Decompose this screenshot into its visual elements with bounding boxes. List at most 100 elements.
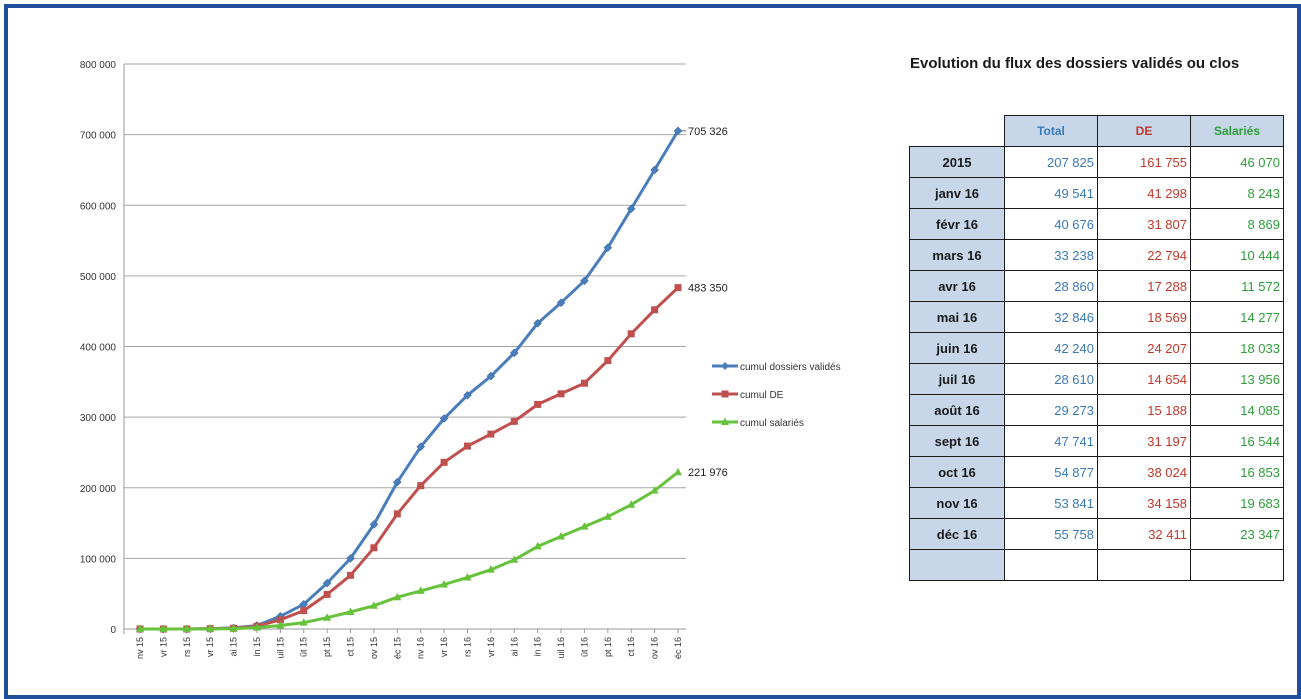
data-point <box>627 500 636 508</box>
y-tick-label: 300 000 <box>80 413 117 424</box>
end-label: 483 350 <box>688 283 728 295</box>
data-point <box>392 477 402 487</box>
cell-de: 15 188 <box>1097 394 1191 426</box>
data-point <box>229 624 238 632</box>
data-point <box>604 357 612 365</box>
cell-salaries: 46 070 <box>1190 146 1284 178</box>
cell-salaries: 8 243 <box>1190 177 1284 209</box>
data-point <box>347 571 355 579</box>
cell-total: 28 860 <box>1004 270 1098 302</box>
x-tick-label: éc 15 <box>392 637 402 659</box>
row-label: oct 16 <box>909 456 1005 488</box>
legend-marker <box>721 362 729 370</box>
x-tick-label: ai 15 <box>229 637 239 657</box>
data-point <box>627 330 635 338</box>
data-point <box>300 607 308 615</box>
x-tick-label: ût 16 <box>579 637 589 657</box>
x-tick-label: vr 16 <box>486 637 496 657</box>
table-header-row: Total DE Salariés <box>909 115 1284 147</box>
cell-total: 40 676 <box>1004 208 1098 240</box>
cell-de: 41 298 <box>1097 177 1191 209</box>
row-label: juil 16 <box>909 363 1005 395</box>
empty-cell <box>909 549 1005 581</box>
cell-salaries: 8 869 <box>1190 208 1284 240</box>
data-point <box>487 430 495 438</box>
line-chart: 0 100 000 200 000 300 000 400 000 500 000 600 … <box>80 60 841 659</box>
table-row: déc 16 55 758 32 411 23 347 <box>909 518 1284 550</box>
data-point <box>580 276 589 286</box>
cell-salaries: 14 277 <box>1190 301 1284 333</box>
data-point <box>509 348 519 358</box>
row-label: sept 16 <box>909 425 1005 457</box>
cell-de: 34 158 <box>1097 487 1191 519</box>
header-total: Total <box>1004 115 1098 147</box>
cell-de: 31 197 <box>1097 425 1191 457</box>
data-point <box>510 417 518 425</box>
legend-label: cumul DE <box>740 390 784 401</box>
table-row: févr 16 40 676 31 807 8 869 <box>909 208 1284 240</box>
data-point <box>534 400 542 408</box>
x-tick-label: éc 16 <box>673 637 683 659</box>
data-point <box>650 486 659 494</box>
legend-label: cumul salariés <box>740 418 804 429</box>
data-point <box>370 544 378 552</box>
series-line-2 <box>140 471 679 631</box>
cell-total: 47 741 <box>1004 425 1098 457</box>
table-corner-cell <box>909 115 1005 147</box>
x-tick-label: pt 15 <box>322 637 332 657</box>
row-label: févr 16 <box>909 208 1005 240</box>
data-point <box>369 601 378 609</box>
data-point <box>299 618 308 626</box>
cell-total: 32 846 <box>1004 301 1098 333</box>
data-point <box>417 482 425 490</box>
data-point <box>557 531 566 540</box>
data-point <box>440 580 449 588</box>
series-line-1 <box>140 286 680 631</box>
table-row: janv 16 49 541 41 298 8 243 <box>909 177 1284 209</box>
data-point <box>393 592 402 601</box>
x-tick-label: uil 15 <box>275 637 285 659</box>
data-point <box>486 565 495 573</box>
y-tick-label: 200 000 <box>80 484 117 495</box>
cell-salaries: 19 683 <box>1190 487 1284 519</box>
data-point <box>463 442 471 450</box>
y-tick-label: 400 000 <box>80 343 117 354</box>
cell-de: 38 024 <box>1097 456 1191 488</box>
data-point <box>556 298 566 308</box>
cell-salaries: 18 033 <box>1190 332 1284 364</box>
x-tick-label: ût 15 <box>299 637 309 657</box>
x-tick-label: rs 16 <box>462 637 472 657</box>
data-point <box>182 624 191 632</box>
cell-total: 33 238 <box>1004 239 1098 271</box>
x-tick-label: ov 15 <box>369 637 379 659</box>
legend-marker <box>721 417 729 425</box>
data-point <box>533 541 542 550</box>
data-point <box>136 624 144 632</box>
cell-total: 29 273 <box>1004 394 1098 426</box>
cell-total: 54 877 <box>1004 456 1098 488</box>
row-label: nov 16 <box>909 487 1005 519</box>
cell-total: 207 825 <box>1004 146 1098 178</box>
table-row: juil 16 28 610 14 654 13 956 <box>909 363 1284 395</box>
cell-salaries: 23 347 <box>1190 518 1284 550</box>
data-point <box>463 390 472 400</box>
x-tick-label: in 15 <box>252 637 262 657</box>
data-point <box>323 590 331 598</box>
table-body: 2015 207 825 161 755 46 070 janv 16 49 541 41 … <box>909 146 1284 581</box>
x-tick-label: ov 16 <box>650 637 660 659</box>
y-tick-label: 100 000 <box>80 554 117 565</box>
y-tick-label: 500 000 <box>80 272 117 283</box>
x-tick-label: uil 16 <box>556 637 566 659</box>
cell-salaries: 11 572 <box>1190 270 1284 302</box>
row-label: janv 16 <box>909 177 1005 209</box>
row-label: 2015 <box>909 146 1005 178</box>
data-point <box>510 555 519 563</box>
cell-salaries: 16 853 <box>1190 456 1284 488</box>
table-row: sept 16 47 741 31 197 16 544 <box>909 425 1284 457</box>
data-point <box>674 284 682 292</box>
x-tick-label: pt 16 <box>603 637 613 657</box>
cell-salaries: 13 956 <box>1190 363 1284 395</box>
cell-total: 49 541 <box>1004 177 1098 209</box>
data-point <box>206 624 215 632</box>
empty-cell <box>1190 549 1284 581</box>
